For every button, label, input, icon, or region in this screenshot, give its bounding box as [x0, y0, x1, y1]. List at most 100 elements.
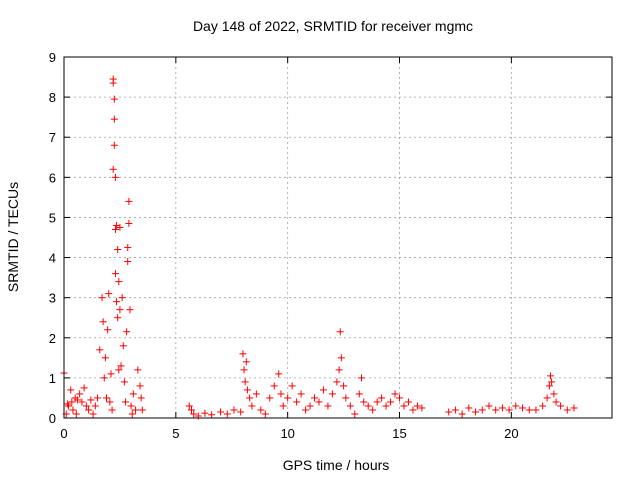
data-point [396, 394, 404, 402]
y-tick-label: 5 [49, 210, 56, 225]
data-point [127, 402, 135, 410]
data-point [123, 328, 131, 336]
data-point [124, 244, 132, 252]
data-point [113, 298, 121, 306]
data-point [115, 278, 123, 286]
data-point [532, 406, 540, 414]
data-points [60, 75, 578, 420]
data-point [82, 402, 90, 410]
data-point [96, 346, 104, 354]
data-point [240, 366, 248, 374]
data-point [557, 402, 565, 410]
data-point [109, 79, 117, 87]
data-point [275, 370, 283, 378]
data-point [248, 402, 256, 410]
data-point [539, 402, 547, 410]
data-point [364, 402, 372, 410]
y-tick-label: 3 [49, 291, 56, 306]
data-point [550, 390, 558, 398]
data-point [217, 408, 225, 416]
data-point [136, 382, 144, 390]
data-point [465, 404, 473, 412]
data-point [413, 402, 421, 410]
data-point [519, 404, 527, 412]
data-point [122, 398, 130, 406]
data-point [498, 404, 506, 412]
data-point [72, 410, 80, 418]
data-point [306, 402, 314, 410]
data-point [91, 402, 99, 410]
data-point [337, 354, 345, 362]
data-point [118, 294, 126, 302]
x-tick-label: 10 [280, 426, 294, 441]
data-point [335, 366, 343, 374]
data-point [492, 406, 500, 414]
data-point [68, 398, 76, 406]
data-point [478, 406, 486, 414]
data-point [458, 410, 466, 418]
grid [64, 57, 612, 418]
data-point [373, 398, 381, 406]
data-point [387, 398, 395, 406]
data-point [336, 328, 344, 336]
data-point [279, 402, 287, 410]
data-point [563, 406, 571, 414]
x-tick-label: 0 [60, 426, 67, 441]
data-point [201, 409, 209, 417]
data-point [125, 219, 133, 227]
data-point [382, 402, 390, 410]
data-point [328, 390, 336, 398]
data-point [99, 318, 107, 326]
data-point [106, 398, 114, 406]
data-point [548, 378, 556, 386]
data-point [109, 165, 117, 173]
data-point [111, 173, 119, 181]
data-point [505, 406, 513, 414]
data-point [391, 390, 399, 398]
data-point [116, 306, 124, 314]
x-tick-label: 5 [172, 426, 179, 441]
data-point [404, 398, 412, 406]
y-tick-label: 6 [49, 170, 56, 185]
data-point [315, 398, 323, 406]
data-point [208, 411, 216, 419]
data-point [346, 402, 354, 410]
data-point [284, 394, 292, 402]
data-point [102, 394, 110, 402]
data-point [125, 197, 133, 205]
data-point [105, 290, 113, 298]
data-point [252, 390, 260, 398]
data-point [104, 326, 112, 334]
data-point [76, 390, 84, 398]
plot-frame [63, 56, 613, 419]
data-point [570, 404, 578, 412]
data-point [311, 394, 319, 402]
data-point [485, 402, 493, 410]
data-point [525, 406, 533, 414]
data-point [418, 404, 426, 412]
data-point [89, 410, 97, 418]
data-point [340, 382, 348, 390]
data-point [512, 402, 520, 410]
data-point [100, 374, 108, 382]
data-point [409, 406, 417, 414]
y-tick-label: 0 [49, 411, 56, 426]
data-point [73, 396, 81, 404]
data-point [108, 406, 116, 414]
data-point [114, 314, 122, 322]
x-axis-label: GPS time / hours [283, 457, 390, 473]
data-point [78, 398, 86, 406]
data-point [120, 378, 128, 386]
data-point [355, 390, 363, 398]
data-point [101, 354, 109, 362]
data-point [270, 382, 278, 390]
data-point [237, 408, 245, 416]
data-point [114, 246, 122, 254]
data-point [293, 398, 301, 406]
data-point [137, 394, 145, 402]
data-point [138, 406, 146, 414]
data-point [319, 386, 327, 394]
data-point [190, 410, 198, 418]
data-point [342, 394, 350, 402]
data-point [85, 406, 93, 414]
